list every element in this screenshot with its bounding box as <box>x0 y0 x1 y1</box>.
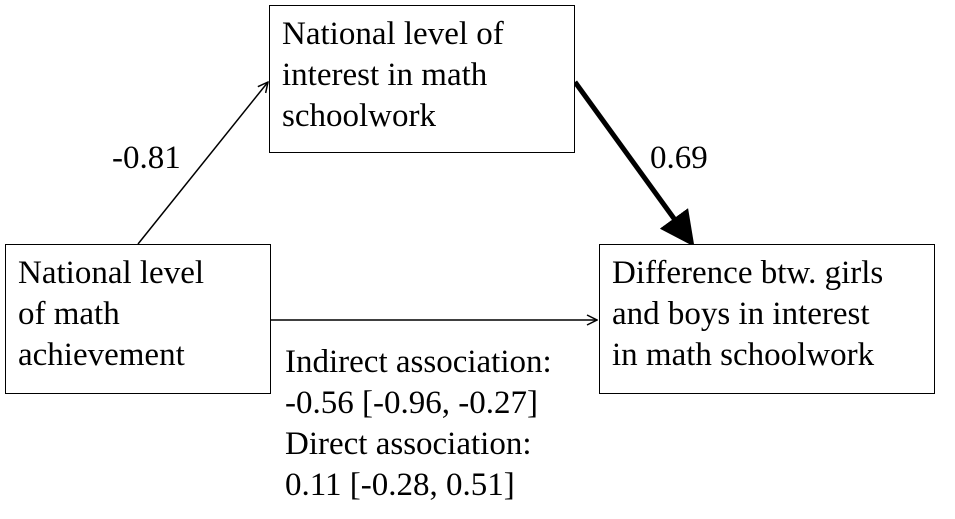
association-summary: Indirect association: -0.56 [-0.96, -0.2… <box>285 342 552 506</box>
predictor-label-line-1: National level <box>18 255 205 291</box>
outcome-label-line-1: Difference btw. girls <box>612 255 884 291</box>
direct-association-label: Direct association: <box>285 426 532 462</box>
path-a-coefficient: -0.81 <box>112 140 181 176</box>
mediator-box: National level of interest in math schoo… <box>269 5 575 153</box>
direct-association-value: 0.11 [-0.28, 0.51] <box>285 467 515 503</box>
mediator-label-line-1: National level of <box>282 16 504 52</box>
mediator-label-line-2: interest in math <box>282 57 488 93</box>
mediator-label-line-3: schoolwork <box>282 98 436 134</box>
predictor-label-line-3: achievement <box>18 337 185 373</box>
predictor-box: National level of math achievement <box>5 244 271 394</box>
indirect-association-label: Indirect association: <box>285 344 552 380</box>
outcome-label-line-2: and boys in interest <box>612 296 870 332</box>
indirect-association-value: -0.56 [-0.96, -0.27] <box>285 385 538 421</box>
outcome-label-line-3: in math schoolwork <box>612 337 875 373</box>
predictor-label-line-2: of math <box>18 296 120 332</box>
path-b-coefficient: 0.69 <box>650 140 708 176</box>
outcome-box: Difference btw. girls and boys in intere… <box>599 244 935 394</box>
